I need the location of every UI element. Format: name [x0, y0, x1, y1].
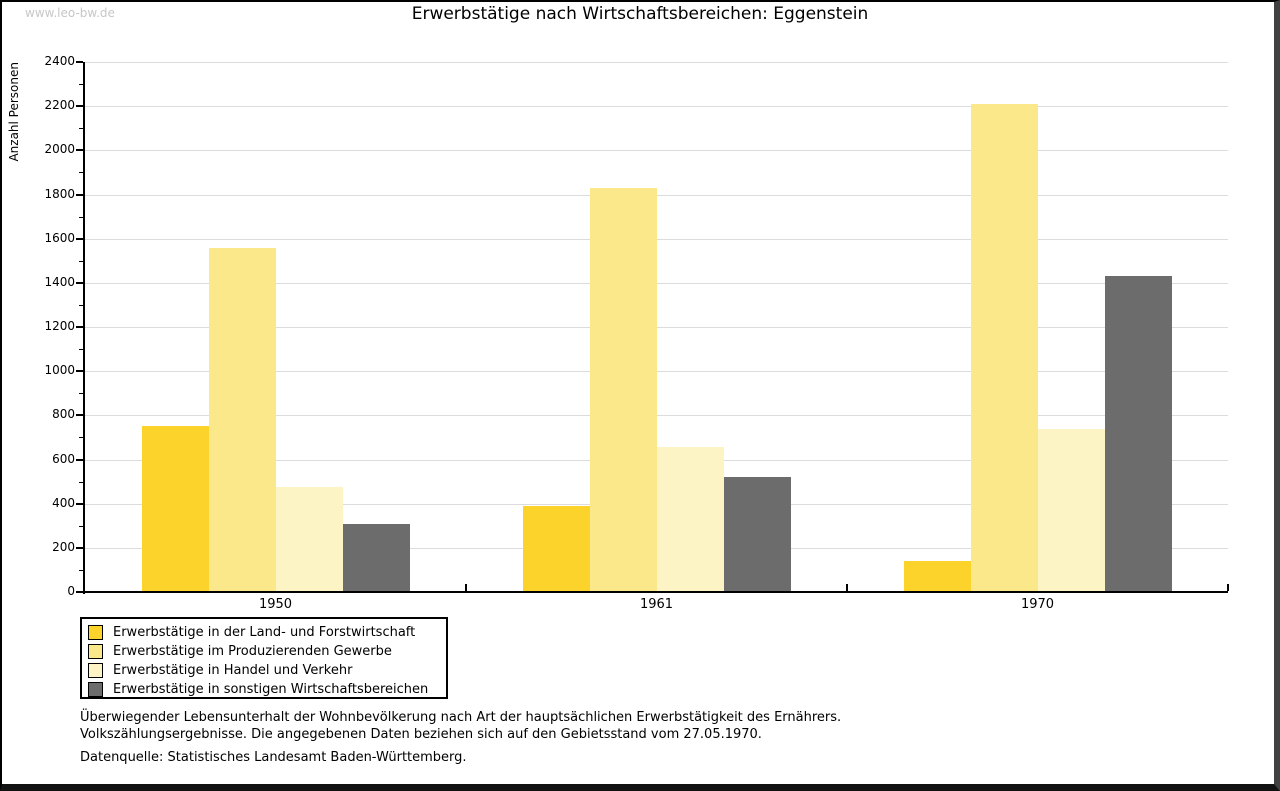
watermark: www.leo-bw.de: [25, 6, 115, 20]
y-axis-line: [83, 62, 85, 594]
y-axis-tick: [76, 414, 83, 417]
gridline: [85, 62, 1228, 63]
y-tick-label: 800: [52, 407, 75, 422]
gridline: [85, 371, 1228, 373]
y-axis-minor-tick: [79, 393, 83, 395]
y-axis-tick: [76, 458, 83, 461]
y-tick-label: 1800: [44, 186, 75, 201]
x-tick-label: 1970: [1020, 597, 1055, 612]
gridline: [85, 150, 1228, 152]
legend-item-1: Erwerbstätige in der Land- und Forstwirt…: [88, 623, 446, 642]
y-axis-tick: [76, 149, 83, 152]
y-axis-tick: [76, 502, 83, 505]
y-tick-label: 1200: [44, 319, 75, 333]
y-axis-tick: [76, 281, 83, 284]
y-axis-minor-tick: [79, 349, 83, 351]
gridline: [85, 194, 1228, 196]
footnote-line-1: Überwiegender Lebensunterhalt der Wohnbe…: [80, 710, 842, 725]
y-tick-label: 200: [52, 539, 75, 554]
bar-1970-series-2: [970, 103, 1038, 592]
y-axis-minor-tick: [79, 260, 83, 262]
bar-1950-series-4: [342, 523, 410, 592]
bar-1970-series-3: [1037, 428, 1105, 592]
gridline: [85, 238, 1228, 240]
legend-item-4: Erwerbstätige in sonstigen Wirtschaftsbe…: [88, 680, 446, 699]
bar-1961-series-2: [589, 187, 657, 592]
y-axis-tick: [76, 326, 83, 328]
y-tick-label: 1600: [44, 230, 75, 245]
legend-label: Erwerbstätige im Produzierenden Gewerbe: [113, 644, 392, 659]
bar-1961-series-4: [723, 477, 791, 592]
y-tick-label: 1000: [44, 363, 75, 378]
y-axis-tick: [76, 546, 83, 549]
y-axis-minor-tick: [79, 216, 83, 218]
footnote-line-2: Volkszählungsergebnisse. Die angegebenen…: [80, 727, 762, 742]
legend: Erwerbstätige in der Land- und Forstwirt…: [80, 617, 448, 699]
y-tick-label: 0: [67, 584, 75, 598]
y-axis-minor-tick: [79, 481, 83, 483]
legend-swatch: [88, 644, 103, 659]
y-axis-tick: [76, 370, 83, 373]
legend-swatch: [88, 682, 103, 697]
gridline: [85, 327, 1228, 328]
y-tick-label: 2200: [44, 98, 75, 113]
y-axis-tick: [76, 591, 83, 593]
y-axis-minor-tick: [79, 525, 83, 527]
x-axis-tick: [465, 584, 467, 591]
bar-1950-series-2: [208, 247, 276, 592]
legend-item-3: Erwerbstätige in Handel und Verkehr: [88, 661, 446, 680]
y-axis-tick: [76, 105, 83, 108]
x-tick-label: 1961: [639, 597, 674, 612]
y-tick-label: 400: [52, 495, 75, 510]
y-axis-label: Anzahl Personen: [7, 62, 21, 162]
bar-1950-series-1: [141, 426, 209, 592]
gridline: [85, 282, 1228, 284]
y-tick-label: 600: [52, 451, 75, 466]
y-axis-tick: [76, 61, 83, 63]
gridline: [85, 415, 1228, 417]
x-axis-line: [83, 591, 1228, 593]
legend-label: Erwerbstätige in Handel und Verkehr: [113, 663, 353, 678]
y-axis-tick: [76, 237, 83, 240]
legend-label: Erwerbstätige in sonstigen Wirtschaftsbe…: [113, 682, 429, 697]
bar-1970-series-1: [903, 561, 971, 592]
x-tick-label: 1950: [258, 597, 293, 612]
bar-1961-series-3: [656, 447, 724, 592]
x-axis-tick: [1227, 584, 1229, 591]
bar-1961-series-1: [522, 505, 590, 592]
legend-label: Erwerbstätige in der Land- und Forstwirt…: [113, 625, 416, 640]
plot-area: 0 200 400 600 800 1000 1200 1400 1600 1800 2000 220…: [44, 54, 1229, 612]
y-axis-minor-tick: [79, 437, 83, 439]
legend-item-2: Erwerbstätige im Produzierenden Gewerbe: [88, 642, 446, 661]
y-axis-minor-tick: [79, 304, 83, 306]
footnote: Überwiegender Lebensunterhalt der Wohnbe…: [80, 709, 841, 743]
y-tick-label: 2400: [44, 54, 75, 68]
data-source: Datenquelle: Statistisches Landesamt Bad…: [80, 750, 467, 765]
gridline: [85, 106, 1228, 108]
chart-title: Erwerbstätige nach Wirtschaftsbereichen:…: [411, 4, 869, 24]
y-tick-label: 1400: [44, 274, 75, 289]
y-axis-minor-tick: [79, 128, 83, 130]
bar-1970-series-4: [1104, 276, 1172, 592]
legend-swatch: [88, 625, 103, 640]
x-axis-tick: [846, 584, 848, 591]
legend-swatch: [88, 663, 103, 678]
bar-1950-series-3: [275, 487, 343, 592]
y-axis-minor-tick: [79, 84, 83, 86]
y-tick-label: 2000: [44, 142, 75, 157]
y-axis-minor-tick: [79, 569, 83, 571]
y-axis-minor-tick: [79, 172, 83, 174]
y-axis-tick: [76, 193, 83, 196]
